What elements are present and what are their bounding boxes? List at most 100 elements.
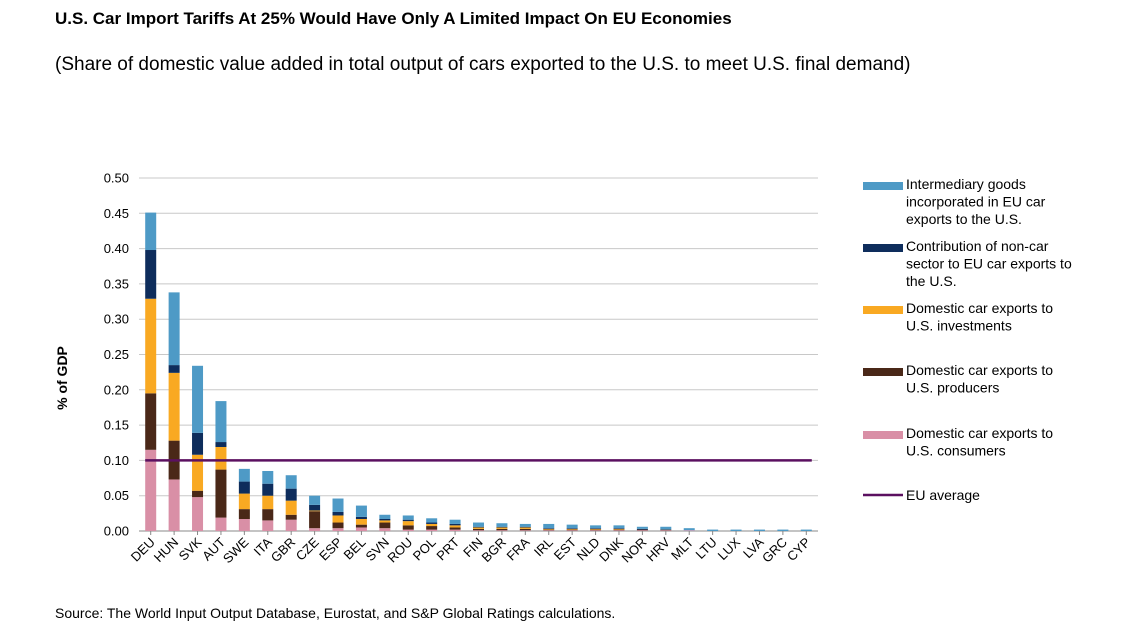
bar-segment — [473, 522, 484, 527]
bar-segment — [332, 528, 344, 531]
bar-segment — [262, 520, 274, 531]
stacked-bar-chart: 0.00 0.05 0.10 0.15 0.20 0.25 0.30 0.35 0.40 0.45… — [54, 171, 1072, 567]
bar-segment — [402, 529, 414, 531]
y-tick-label: 0.25 — [104, 347, 129, 362]
bar-segment — [309, 495, 321, 505]
bar-segment — [660, 529, 672, 531]
bar-segment — [566, 524, 578, 529]
bar-segment — [613, 528, 625, 529]
bar-segment — [636, 529, 648, 531]
x-tick-label: ESP — [316, 535, 345, 564]
bar-segment — [355, 505, 367, 517]
x-tick-label: LUX — [715, 534, 744, 563]
legend-swatch — [863, 182, 903, 190]
y-tick-label: 0.45 — [104, 206, 129, 221]
bar-segment — [426, 522, 438, 524]
y-tick-label: 0.35 — [104, 276, 129, 291]
bar-segment — [215, 446, 227, 470]
bar-segment — [332, 522, 344, 529]
bar-segment — [613, 528, 625, 530]
bar-segment — [215, 442, 227, 447]
bar-segment — [543, 528, 555, 529]
bar-segment — [145, 449, 157, 531]
bar-segment — [168, 479, 180, 531]
bar-segment — [262, 509, 274, 521]
legend-label: Domestic car exports to U.S. investments — [906, 300, 1053, 334]
y-tick-label: 0.00 — [104, 524, 129, 539]
bar-segment — [449, 525, 461, 528]
legend-label: EU average — [906, 487, 980, 503]
bar-segment — [168, 365, 180, 373]
bar-segment — [543, 529, 555, 531]
legend-label: Domestic car exports to U.S. producers — [906, 362, 1053, 396]
bar-segment — [192, 497, 204, 531]
bar-segment — [660, 526, 672, 530]
bar-segment — [168, 292, 180, 366]
bar-segment — [168, 372, 180, 441]
y-axis: 0.00 0.05 0.10 0.15 0.20 0.25 0.30 0.35 0.40 0.45… — [104, 171, 129, 539]
x-tick-label: DEU — [128, 535, 158, 565]
bar-segment — [473, 530, 484, 531]
bar-segment — [192, 432, 204, 455]
bar-segment — [543, 523, 555, 529]
bar-segment — [309, 510, 321, 512]
bar-segment — [566, 528, 578, 530]
x-tick-label: SVK — [176, 534, 205, 563]
x-tick-label: HUN — [151, 535, 182, 566]
x-tick-label: BEL — [341, 535, 369, 563]
legend-label: Contribution of non-car sector to EU car … — [906, 238, 1072, 289]
bar-segment — [145, 212, 157, 251]
bar-segment — [519, 530, 531, 531]
bar-segment — [192, 490, 204, 498]
bar-segment — [379, 520, 391, 523]
bar-segment — [309, 504, 321, 511]
x-tick-label: NLD — [574, 535, 603, 564]
bar-segment — [590, 528, 602, 530]
bar-segment — [145, 393, 157, 450]
y-tick-label: 0.15 — [104, 418, 129, 433]
bar-segment — [309, 528, 321, 531]
bar-segment — [543, 530, 555, 531]
bar-segment — [402, 525, 414, 530]
bar-segment — [426, 529, 438, 531]
bar-segment — [355, 527, 367, 531]
bar-segment — [566, 529, 578, 531]
bar-segment — [285, 519, 297, 531]
bar-segment — [379, 522, 391, 529]
x-tick-label: PRT — [433, 534, 462, 563]
bar-segment — [215, 401, 227, 443]
bar-segment — [590, 530, 602, 531]
legend-swatch — [863, 244, 903, 252]
bar-segment — [496, 527, 508, 529]
bar-segment — [379, 518, 391, 521]
bar-segment — [613, 525, 625, 529]
bar-segment — [192, 454, 204, 491]
bar-segment — [543, 528, 555, 530]
y-axis-label: % of GDP — [54, 346, 70, 410]
x-tick-label: MLT — [668, 534, 696, 562]
bar-segment — [238, 468, 250, 482]
bar-segment — [683, 528, 695, 531]
bar-segment — [332, 498, 344, 512]
bar-segment — [285, 488, 297, 501]
bar-segment — [426, 523, 438, 527]
x-tick-label: ROU — [384, 535, 415, 566]
legend-swatch — [863, 306, 903, 314]
legend-swatch — [863, 368, 903, 376]
x-tick-label: DNK — [596, 534, 626, 564]
bar-segment — [332, 511, 344, 516]
bar-segment — [496, 523, 508, 527]
bar-segment — [379, 514, 391, 519]
bar-segment — [636, 530, 648, 531]
bar-segment — [192, 365, 204, 433]
bar-segment — [613, 529, 625, 531]
bar-segment — [473, 528, 484, 531]
bar-segment — [215, 469, 227, 518]
bar-segment — [519, 526, 531, 528]
y-tick-label: 0.10 — [104, 453, 129, 468]
bar-segment — [496, 528, 508, 531]
chart-title: U.S. Car Import Tariffs At 25% Would Hav… — [55, 9, 732, 28]
bar-segment — [238, 481, 250, 494]
bar-segment — [660, 530, 672, 531]
